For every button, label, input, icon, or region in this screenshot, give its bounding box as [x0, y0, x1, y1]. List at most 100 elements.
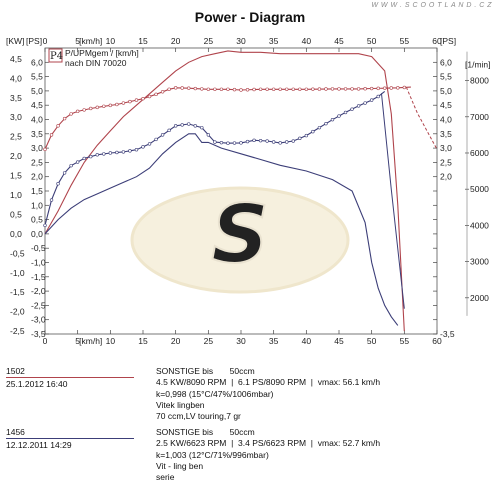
rpm-point-marker [102, 152, 106, 156]
right-ps-tick-label: 3,0 [440, 143, 452, 153]
x-tick-label-bottom: 25 [204, 336, 214, 346]
x-tick-label-bottom: 10 [106, 336, 116, 346]
rpm-point-marker [160, 90, 165, 94]
run-line: Vit - ling ben [156, 460, 204, 471]
rpm-point-marker [389, 86, 393, 90]
right-ps-tick-label: 5,0 [440, 86, 452, 96]
rpm-point-marker [180, 86, 184, 90]
run-line: SONSTIGE bis 50ccm [156, 366, 255, 376]
rpm-point-marker [232, 141, 237, 145]
power-series-line-1 [44, 50, 405, 332]
right-rpm-tick-label: 8000 [470, 76, 489, 86]
rpm-point-marker [337, 87, 341, 91]
rpm-point-marker [49, 133, 54, 137]
rpm-point-marker [369, 98, 374, 102]
left-kw-tick-label: 0,0 [10, 229, 22, 239]
rpm-point-marker [141, 145, 145, 149]
rpm-point-marker [226, 141, 230, 145]
x-tick-label-bottom: 15 [138, 336, 148, 346]
right-rpm-tick-label: 4000 [470, 220, 489, 230]
left-ps-tick-label: -2,5 [31, 300, 46, 310]
x-tick-label-bottom: 35 [269, 336, 279, 346]
rpm-point-marker [213, 140, 217, 144]
rpm-point-marker [49, 198, 54, 202]
x-tick-label-top: 10 [106, 36, 116, 46]
rpm-point-marker [330, 117, 335, 122]
rpm-point-marker [252, 87, 256, 92]
rpm-point-marker [317, 87, 322, 91]
rpm-point-marker [187, 86, 191, 90]
rpm-point-marker [343, 87, 348, 91]
rpm-point-marker [56, 124, 60, 128]
rpm-point-marker [324, 87, 328, 91]
rpm-point-marker [95, 105, 99, 110]
x-tick-label-bottom: 20 [171, 336, 181, 346]
rpm-point-marker [147, 94, 152, 99]
left-kw-tick-label: 2,5 [10, 132, 22, 142]
rpm-point-marker [239, 88, 243, 92]
right-ps-tick-label: 4,5 [440, 100, 452, 110]
x-tick-label-top: 50 [367, 36, 377, 46]
right-ps-tick-label: 4,0 [440, 115, 452, 125]
x-axis-label-bottom: [km/h] [79, 336, 102, 346]
legend-badge: P4 [50, 51, 63, 62]
rpm-point-marker [311, 87, 315, 91]
left-kw-tick-label: 3,0 [10, 112, 22, 122]
rpm-point-marker [285, 87, 289, 91]
rpm-point-marker [173, 124, 178, 128]
x-tick-label-bottom: 55 [400, 336, 410, 346]
right-rpm-tick-label: 7000 [470, 112, 489, 122]
rpm-point-marker [245, 88, 250, 92]
rpm-point-marker [356, 87, 361, 91]
rpm-point-marker [89, 106, 93, 111]
rpm-point-marker [376, 94, 380, 99]
rpm-point-marker [187, 122, 191, 126]
rpm-point-marker [291, 87, 295, 91]
rpm-point-marker [108, 103, 113, 108]
left-ps-tick-label: 4,0 [31, 115, 43, 125]
run-date: 12.12.2011 14:29 [6, 440, 72, 450]
rpm-point-marker [245, 139, 250, 144]
rpm-point-marker [298, 87, 302, 91]
run-line: 2.5 KW/6623 RPM | 3.4 PS/6623 RPM | vmax… [156, 438, 381, 449]
legend-line-1: P/UPMgem / [km/h] [65, 48, 139, 58]
rpm-point-marker [121, 150, 126, 154]
run-details: SONSTIGE bis 50ccm 4.5 KW/8090 RPM | 6.1… [156, 366, 380, 422]
x-tick-label-top: 5 [75, 36, 80, 46]
left-ps-tick-label: 3,5 [31, 129, 43, 139]
x-axis-label-top: [km/h] [79, 36, 102, 46]
left-ps-tick-label: -0,5 [31, 243, 46, 253]
rpm-point-marker [193, 124, 197, 128]
left-kw-tick-label: 1,0 [10, 190, 22, 200]
rpm-point-marker [350, 107, 354, 111]
rpm-point-marker [298, 136, 302, 141]
left-ps-tick-label: 0,5 [31, 215, 43, 225]
rpm-point-marker [75, 160, 80, 164]
x-tick-label-bottom: 45 [334, 336, 344, 346]
left-ps-tick-label: 5,0 [31, 86, 43, 96]
left-ps-tick-label: 6,0 [31, 57, 43, 67]
left-kw-tick-label: -2,0 [10, 307, 25, 317]
rpm-point-marker [324, 121, 328, 126]
x-tick-label-top: 0 [43, 36, 48, 46]
rpm-point-marker [102, 104, 106, 108]
rpm-point-marker [350, 87, 354, 91]
rpm-point-marker [128, 149, 132, 153]
left-ps-tick-label: -1,0 [31, 258, 46, 268]
x-tick-label-top: 30 [236, 36, 246, 46]
right-ps-tick-label: 5,5 [440, 72, 452, 82]
rpm-point-marker [369, 86, 374, 91]
rpm-point-marker [206, 133, 211, 137]
rpm-point-marker [43, 223, 47, 228]
rpm-point-marker [115, 102, 119, 107]
rpm-falloff-line-1 [405, 86, 438, 150]
logo-ellipse [130, 186, 350, 294]
rpm-point-marker [258, 87, 263, 91]
run-color-rule [6, 438, 134, 439]
right-ps-tick-label: 2,0 [440, 172, 452, 182]
left-ps-tick-label: 3,0 [31, 143, 43, 153]
rpm-point-marker [95, 153, 99, 157]
rpm-point-marker [343, 110, 348, 115]
left-kw-tick-label: -2,5 [10, 326, 25, 336]
left-kw-tick-label: -1,5 [10, 287, 25, 297]
